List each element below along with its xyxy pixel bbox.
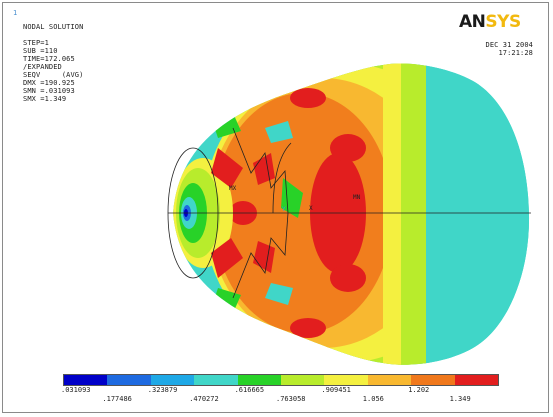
contour-legend xyxy=(63,374,499,386)
ansys-logo: ANSYS xyxy=(459,13,521,31)
legend-value-bottom: 1.349 xyxy=(449,395,471,403)
contour-plot[interactable]: MX MN X Y xyxy=(3,3,548,412)
legend-value-bottom: .763058 xyxy=(276,395,306,403)
legend-value-bottom: 1.056 xyxy=(362,395,384,403)
header-line: SEQV (AVG) xyxy=(23,71,84,79)
plot-date: DEC 31 2004 xyxy=(485,41,533,49)
header-line: NODAL SOLUTION xyxy=(23,23,84,31)
legend-value-top: .616665 xyxy=(234,386,265,394)
legend-swatch xyxy=(237,375,282,385)
legend-value-bottom: .177486 xyxy=(102,395,132,403)
max-marker: MX xyxy=(229,185,237,192)
legend-value-top: .323879 xyxy=(147,386,178,394)
contour-bands xyxy=(173,63,530,365)
legend-value-top: 1.202 xyxy=(408,386,430,394)
axis-triad-glyph: Y xyxy=(282,206,286,213)
header-line: SMN =.031093 xyxy=(23,87,75,95)
legend-value-top: .031093 xyxy=(61,386,91,394)
logo-part-sys: SYS xyxy=(485,12,521,32)
legend-swatch xyxy=(367,375,412,385)
axis-marker: X xyxy=(309,205,313,212)
window-number: 1 xyxy=(13,9,18,17)
header-line: STEP=1 xyxy=(23,39,49,47)
min-marker: MN xyxy=(353,194,361,201)
header-line: /EXPANDED xyxy=(23,63,62,71)
header-line: SMX =1.349 xyxy=(23,95,67,103)
legend-swatch xyxy=(454,375,499,385)
legend-swatch xyxy=(411,375,455,385)
legend-swatch xyxy=(150,375,195,385)
legend-swatch xyxy=(324,375,368,385)
header-line: SUB =110 xyxy=(23,47,58,55)
legend-value-top: .909451 xyxy=(321,386,351,394)
legend-swatch xyxy=(107,375,151,385)
legend-swatch xyxy=(64,375,108,385)
plot-time: 17:21:28 xyxy=(498,49,533,57)
header-line: DMX =190.925 xyxy=(23,79,75,87)
mesh-outlines xyxy=(167,127,531,299)
legend-swatch xyxy=(194,375,238,385)
legend-swatch xyxy=(281,375,325,385)
logo-part-an: AN xyxy=(459,12,486,32)
graphics-window[interactable]: 1 NODAL SOLUTION STEP=1 SUB =110 TIME=172.0… xyxy=(2,2,549,413)
legend-value-bottom: .470272 xyxy=(189,395,219,403)
header-line: TIME=172.065 xyxy=(23,55,75,63)
